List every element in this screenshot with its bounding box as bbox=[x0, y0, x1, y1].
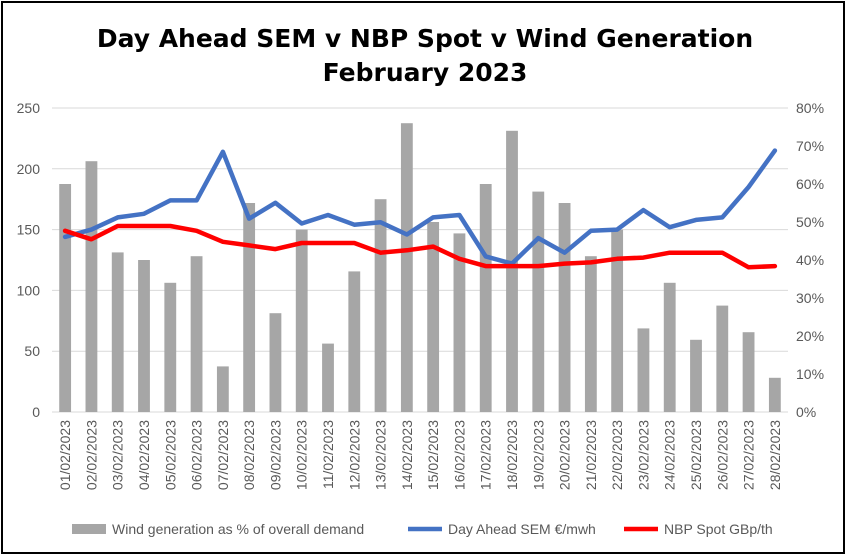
bar bbox=[637, 328, 650, 412]
x-tick-label: 20/02/2023 bbox=[557, 420, 573, 490]
x-tick-label: 24/02/2023 bbox=[662, 420, 678, 490]
right-tick-label: 50% bbox=[796, 214, 824, 230]
x-tick-label: 19/02/2023 bbox=[530, 420, 546, 490]
x-tick-label: 18/02/2023 bbox=[504, 420, 520, 490]
bar-series bbox=[59, 123, 781, 413]
bar bbox=[348, 271, 361, 412]
left-tick-label: 150 bbox=[17, 222, 41, 238]
legend-label: Day Ahead SEM €/mwh bbox=[448, 521, 596, 537]
bar bbox=[216, 366, 229, 412]
bar bbox=[558, 203, 571, 412]
legend-swatch-wind bbox=[72, 524, 106, 534]
bar bbox=[532, 191, 545, 412]
bar bbox=[322, 343, 334, 412]
right-tick-label: 30% bbox=[796, 290, 824, 306]
bar bbox=[111, 252, 124, 412]
x-tick-label: 17/02/2023 bbox=[478, 420, 494, 490]
bar bbox=[768, 377, 781, 412]
x-tick-label: 02/02/2023 bbox=[83, 420, 99, 490]
x-tick-label: 08/02/2023 bbox=[241, 420, 257, 490]
x-tick-label: 14/02/2023 bbox=[399, 420, 415, 490]
bar bbox=[663, 282, 676, 412]
left-tick-label: 0 bbox=[32, 404, 40, 420]
x-tick-label: 07/02/2023 bbox=[215, 420, 231, 490]
bar bbox=[453, 233, 466, 412]
left-axis-ticks: 0 50 100 150 200 250 bbox=[17, 100, 41, 420]
x-tick-label: 16/02/2023 bbox=[451, 420, 467, 490]
x-tick-label: 06/02/2023 bbox=[189, 420, 205, 490]
right-tick-label: 10% bbox=[796, 366, 824, 382]
bar bbox=[374, 199, 387, 412]
left-tick-label: 200 bbox=[17, 161, 41, 177]
right-tick-label: 20% bbox=[796, 328, 824, 344]
chart-title-line1: Day Ahead SEM v NBP Spot v Wind Generati… bbox=[96, 24, 754, 53]
bar bbox=[611, 229, 624, 412]
right-tick-label: 70% bbox=[796, 138, 824, 154]
x-tick-label: 11/02/2023 bbox=[320, 420, 336, 489]
bar bbox=[427, 222, 440, 412]
bar bbox=[400, 123, 413, 412]
left-tick-label: 50 bbox=[24, 343, 40, 359]
x-tick-label: 25/02/2023 bbox=[688, 420, 704, 490]
bar bbox=[164, 282, 177, 412]
x-tick-label: 28/02/2023 bbox=[767, 420, 783, 490]
left-tick-label: 250 bbox=[17, 100, 41, 116]
x-tick-label: 15/02/2023 bbox=[425, 420, 441, 490]
x-tick-label: 01/02/2023 bbox=[57, 420, 73, 490]
right-tick-label: 40% bbox=[796, 252, 824, 268]
bar bbox=[690, 339, 702, 412]
x-tick-label: 27/02/2023 bbox=[741, 420, 757, 490]
line-series bbox=[62, 148, 778, 270]
bar bbox=[243, 203, 256, 412]
right-tick-label: 60% bbox=[796, 176, 824, 192]
x-tick-label: 09/02/2023 bbox=[267, 420, 283, 490]
bar bbox=[138, 260, 150, 412]
x-tick-label: 04/02/2023 bbox=[136, 420, 152, 490]
bar bbox=[85, 161, 98, 412]
chart-title-line2: February 2023 bbox=[322, 58, 528, 87]
bar bbox=[742, 332, 755, 412]
left-tick-label: 100 bbox=[17, 282, 41, 298]
bar bbox=[506, 130, 518, 413]
legend: Wind generation as % of overall demand Da… bbox=[72, 521, 773, 537]
x-tick-label: 23/02/2023 bbox=[635, 420, 651, 490]
x-tick-label: 26/02/2023 bbox=[714, 420, 730, 490]
legend-label: NBP Spot GBp/th bbox=[664, 521, 773, 537]
x-tick-label: 05/02/2023 bbox=[162, 420, 178, 490]
nbp-line bbox=[62, 223, 778, 270]
right-tick-label: 80% bbox=[796, 100, 824, 116]
bar bbox=[59, 184, 72, 412]
right-tick-label: 0% bbox=[796, 404, 816, 420]
bar bbox=[716, 305, 729, 412]
legend-label: Wind generation as % of overall demand bbox=[112, 521, 364, 537]
x-tick-label: 22/02/2023 bbox=[609, 420, 625, 490]
x-tick-label: 12/02/2023 bbox=[346, 420, 362, 490]
bar bbox=[269, 313, 282, 412]
gridlines bbox=[52, 107, 788, 413]
x-tick-label: 13/02/2023 bbox=[373, 420, 389, 490]
bar bbox=[295, 229, 308, 412]
bar bbox=[190, 256, 203, 412]
x-tick-label: 10/02/2023 bbox=[294, 420, 310, 490]
bar bbox=[584, 256, 597, 412]
x-axis-ticks: 01/02/2023 02/02/2023 03/02/2023 04/02/2023… bbox=[57, 420, 783, 490]
sem-line bbox=[62, 148, 778, 266]
bar bbox=[479, 184, 492, 412]
x-tick-label: 21/02/2023 bbox=[583, 420, 599, 490]
right-axis-ticks: 0% 10% 20% 30% 40% 50% 60% 70% 80% bbox=[796, 100, 824, 420]
x-tick-label: 03/02/2023 bbox=[110, 420, 126, 490]
